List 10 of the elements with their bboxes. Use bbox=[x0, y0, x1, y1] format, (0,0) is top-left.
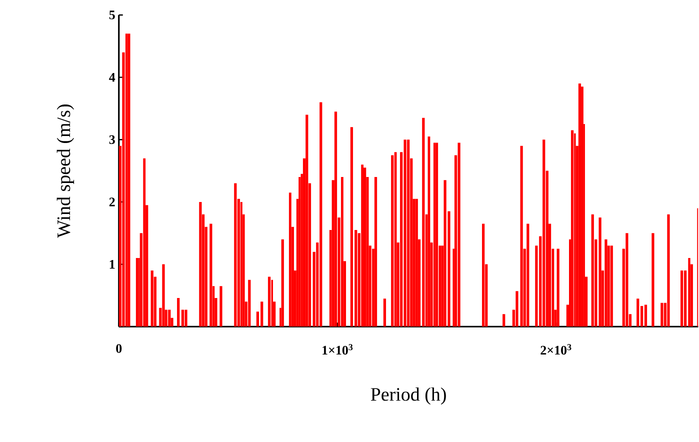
y-tick-label: 2 bbox=[109, 197, 115, 206]
x-tick-label: 2×10$^{3}$ bbox=[540, 344, 572, 354]
x-tick-label: 0 bbox=[116, 344, 122, 353]
x-tick-label: 1×10$^{3}$ bbox=[322, 344, 353, 354]
y-tick-label: 5 bbox=[109, 10, 115, 20]
y-axis-title: Wind speed (m/s) bbox=[56, 104, 74, 238]
y-tick-label: 3 bbox=[109, 135, 115, 144]
x-axis-title: Period (h) bbox=[370, 387, 446, 404]
y-tick-label: 4 bbox=[109, 72, 116, 82]
y-tick-label: 1 bbox=[110, 260, 115, 268]
